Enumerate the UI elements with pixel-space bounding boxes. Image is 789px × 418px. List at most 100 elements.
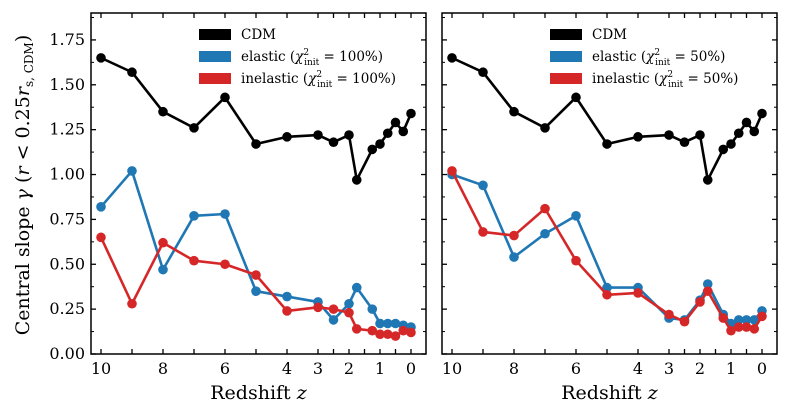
data-point (127, 298, 137, 309)
y-tick-label: 1.25 (49, 120, 85, 139)
data-point (398, 325, 409, 336)
data-point (313, 302, 323, 313)
series-line-elastic (451, 173, 763, 325)
data-point (390, 117, 401, 128)
data-point (695, 297, 705, 307)
data-point (726, 325, 736, 336)
data-point (749, 315, 760, 325)
data-point (757, 108, 767, 119)
x-tick-label: 0 (757, 359, 767, 378)
data-point (189, 211, 199, 221)
data-point (633, 132, 643, 142)
y-tick-label: 1.75 (49, 30, 85, 49)
data-point (382, 318, 393, 329)
data-point (702, 286, 713, 296)
y-tick-label: 0.00 (49, 344, 85, 363)
legend-label: elastic (χ2 init = 50%) (592, 48, 725, 68)
data-point (351, 175, 362, 185)
data-point (158, 106, 168, 117)
data-point (328, 304, 339, 314)
data-point (540, 228, 550, 239)
legend-label: inelastic (χ2 init = 100%) (241, 70, 396, 90)
x-tick-label: 4 (633, 359, 643, 378)
x-tick-label: 3 (313, 359, 323, 378)
data-point (398, 126, 409, 137)
data-point (328, 137, 339, 148)
x-tick-label: 8 (158, 359, 168, 378)
data-point (282, 291, 292, 302)
x-axis-label: Redshift z (210, 382, 307, 404)
series-line-inelastic (450, 170, 764, 332)
data-point (351, 282, 362, 293)
data-point (718, 313, 729, 323)
data-point (749, 324, 760, 334)
data-point (702, 279, 713, 289)
data-point (571, 92, 581, 103)
data-point (158, 237, 168, 248)
x-tick-label: 2 (344, 359, 354, 378)
data-point (220, 92, 230, 103)
data-point (344, 298, 354, 309)
y-tick-label: 0.75 (49, 209, 85, 228)
legend-swatch (199, 29, 231, 40)
data-point (344, 130, 354, 140)
data-point (602, 139, 612, 149)
data-point (540, 203, 550, 214)
data-point (375, 329, 385, 340)
legend-swatch (550, 73, 582, 84)
data-point (733, 128, 744, 139)
data-point (344, 307, 354, 318)
data-point (664, 309, 674, 320)
x-tick-label: 6 (571, 359, 581, 378)
data-point (509, 252, 519, 262)
data-point (726, 139, 736, 149)
data-point (367, 304, 378, 314)
legend-label: elastic (χ2 init = 100%) (241, 48, 383, 68)
x-tick-label: 2 (695, 359, 705, 378)
data-point (282, 132, 292, 142)
y-axis-label: Central slope γ (r < 0.25rs, CDM) (12, 35, 36, 336)
data-point (96, 53, 106, 63)
data-point (571, 255, 581, 266)
x-tick-label: 4 (282, 359, 292, 378)
x-tick-label: 10 (91, 359, 111, 378)
data-point (702, 175, 713, 185)
data-point (282, 306, 292, 316)
data-point (367, 144, 378, 155)
legend-swatch (199, 73, 231, 84)
data-point (382, 128, 393, 139)
data-point (695, 130, 705, 140)
data-point (447, 53, 457, 63)
y-tick-label: 1.00 (49, 165, 85, 184)
data-point (509, 230, 519, 241)
plot-frame (90, 12, 427, 355)
y-tick-label: 1.50 (49, 75, 85, 94)
data-point (251, 286, 261, 296)
data-point (328, 315, 339, 325)
data-point (733, 315, 744, 325)
data-point (741, 315, 752, 325)
data-point (189, 123, 199, 133)
series-line-elastic (100, 169, 412, 329)
data-point (741, 322, 752, 332)
data-point (679, 137, 690, 148)
data-point (382, 329, 393, 340)
data-point (478, 227, 488, 237)
data-point (313, 130, 323, 140)
data-point (718, 144, 729, 155)
data-point (602, 282, 612, 293)
data-point (602, 289, 612, 300)
y-tick-label: 0.25 (49, 299, 85, 318)
data-point (251, 139, 261, 149)
data-point (351, 324, 362, 334)
data-point (509, 106, 519, 117)
data-point (733, 322, 744, 332)
data-point (679, 316, 690, 327)
x-tick-label: 1 (726, 359, 736, 378)
data-point (540, 123, 550, 133)
data-point (189, 255, 199, 266)
data-point (757, 311, 767, 322)
